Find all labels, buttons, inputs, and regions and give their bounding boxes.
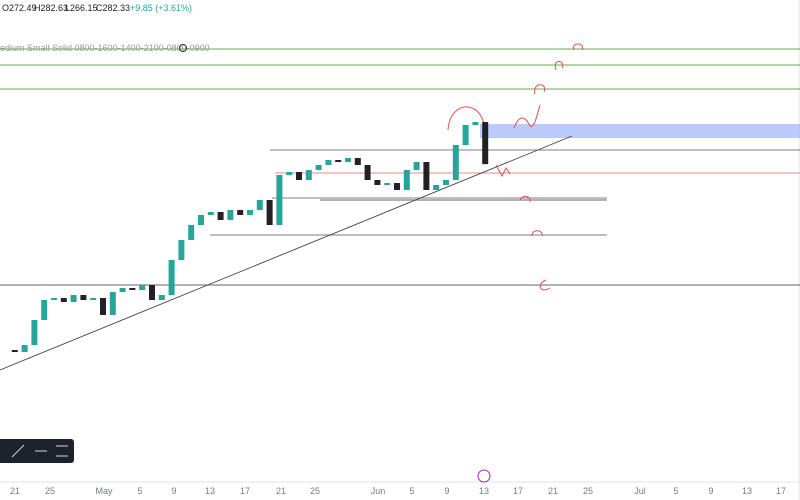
x-tick-label: 9 [708,486,713,496]
candle-body [354,158,361,165]
candle-body [247,210,253,215]
visibility-icon[interactable] [179,44,187,52]
x-tick-label: 5 [137,486,142,496]
x-tick-label: 17 [240,486,250,496]
candle-body [482,122,489,165]
x-tick-label: 5 [409,486,414,496]
x-tick-label: Jun [371,486,386,496]
candle-body [472,122,479,125]
candle-body [384,183,391,185]
candle-body [129,288,136,290]
x-tick-label: May [95,486,113,496]
trend-line [0,135,573,371]
candle-body [41,300,48,320]
candle-body [158,295,165,300]
candle-body [305,170,312,180]
candle-body [413,162,420,170]
event-icon[interactable] [477,469,491,483]
candle-body [51,298,57,300]
x-tick-label: 9 [444,486,449,496]
ohlc-low: L266.15 [65,3,98,13]
candle-body [452,145,459,180]
annotations [447,43,584,291]
x-tick-label: 5 [673,486,678,496]
x-tick-label: 13 [742,486,752,496]
candle-body [90,298,97,300]
candle-body [237,210,244,215]
candle-body [256,200,263,210]
zone [480,124,800,138]
candle-body [227,210,234,220]
x-tick-label: 17 [513,486,523,496]
candle-body [149,285,155,300]
x-tick-label: 21 [548,486,558,496]
candle-body [11,350,18,352]
x-tick-label: 17 [776,486,786,496]
candle-body [207,212,214,215]
candle-body [276,175,283,225]
candle-body [462,125,469,145]
candle-body [335,160,342,162]
x-tick-label: 9 [171,486,176,496]
candle-body [364,165,371,180]
candle-body [109,292,116,315]
x-tick-label: 25 [45,486,55,496]
x-tick-label: 21 [276,486,286,496]
candle-body [168,260,175,295]
x-tick-label: 21 [10,486,20,496]
candle-body [296,172,302,180]
x-tick-label: 25 [583,486,593,496]
candle-body [423,162,430,190]
candle-body [178,240,185,260]
candle-body [198,215,204,225]
candle-body [403,170,410,190]
ohlc-close: C282.33 [96,3,130,13]
candle-body [286,172,293,175]
candle-body [70,295,77,302]
indicator-label: edium Small Solid 0800-1600-1400-2100-08… [0,43,210,53]
candle-body [443,180,449,185]
candle-body [60,298,67,302]
candle-body [374,180,381,185]
candle-body [21,345,28,352]
candle-body [119,288,126,292]
ohlc-open: O272.49 [2,3,37,13]
x-tick-label: Jul [634,486,646,496]
candle-body [188,225,195,240]
candle-body [433,185,440,190]
ohlc-change: +9.85 (+3.61%) [130,3,192,13]
candle-body [394,183,400,190]
candle-body [315,165,322,170]
x-tick-label: 13 [479,486,489,496]
candle-body [139,285,146,290]
x-tick-label: 25 [310,486,320,496]
candle-body [31,320,38,345]
toolbar-icons[interactable] [11,444,68,458]
candle-body [80,295,87,300]
candle-body [217,212,224,220]
ohlc-high: H282.63 [34,3,68,13]
candle-body [325,160,332,165]
candle-body [345,158,351,162]
x-tick-label: 13 [205,486,215,496]
candle-body [266,200,273,225]
candle-body [100,298,106,315]
